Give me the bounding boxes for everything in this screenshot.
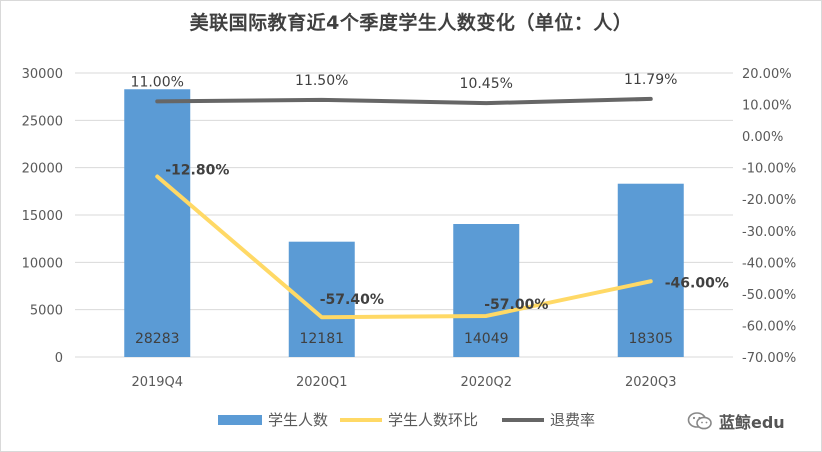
x-axis-tick: 2020Q2: [460, 375, 512, 390]
x-axis-tick: 2020Q1: [296, 375, 348, 390]
legend-item-qoq[interactable]: 学生人数环比: [340, 409, 478, 430]
legend-swatch-qoq: [340, 417, 382, 422]
right-axis-tick: -10.00%: [742, 162, 796, 177]
right-axis-tick: -60.00%: [742, 319, 796, 334]
x-axis-tick: 2020Q3: [625, 375, 677, 390]
right-axis-tick: -40.00%: [742, 256, 796, 271]
qoq-value-label: -57.00%: [484, 297, 548, 313]
x-axis-tick: 2019Q4: [131, 375, 183, 390]
data-labels: 28283 12181 14049 18305 -12.80% -57.40% -57.00…: [131, 72, 729, 347]
bar-value-label: 12181: [299, 331, 344, 347]
qoq-line: [155, 174, 653, 320]
wechat-icon: [687, 412, 712, 430]
refund-value-label: 10.45%: [460, 76, 513, 92]
refund-value-label: 11.00%: [131, 74, 184, 90]
line-series: [155, 96, 653, 320]
legend-label-qoq: 学生人数环比: [388, 411, 479, 429]
left-axis-tick: 25000: [22, 114, 63, 129]
chart-title: 美联国际教育近4个季度学生人数变化（单位：人）: [189, 12, 633, 34]
legend: 学生人数 学生人数环比 退费率: [0, 409, 822, 435]
bar-value-label: 28283: [135, 331, 180, 347]
bar-value-label: 18305: [628, 331, 673, 347]
bar: [124, 89, 191, 357]
left-axis-tick: 5000: [30, 304, 63, 319]
left-axis-tick: 10000: [22, 256, 63, 271]
right-axis-tick: -70.00%: [742, 351, 796, 366]
right-axis-tick: -50.00%: [742, 288, 796, 303]
left-axis-tick: 20000: [22, 162, 63, 177]
qoq-value-label: -57.40%: [320, 292, 384, 308]
refund-value-label: 11.50%: [295, 73, 348, 89]
right-axis-tick: -30.00%: [742, 225, 796, 240]
watermark: 蓝鲸edu: [687, 409, 785, 433]
bar-value-label: 14049: [464, 331, 509, 347]
bar: [617, 183, 684, 357]
legend-label-students: 学生人数: [268, 411, 329, 429]
watermark-text: 蓝鲸edu: [719, 413, 785, 432]
refund-rate-line: [155, 96, 653, 106]
qoq-value-label: -46.00%: [665, 275, 729, 291]
left-axis-tick: 15000: [22, 209, 63, 224]
right-axis-tick: 0.00%: [742, 130, 783, 145]
legend-swatch-students: [218, 414, 262, 425]
legend-swatch-refund: [502, 417, 544, 422]
qoq-value-label: -12.80%: [165, 163, 229, 179]
left-axis-tick: 0: [55, 351, 63, 366]
right-axis-tick: -20.00%: [742, 193, 796, 208]
left-axis-tick: 30000: [22, 67, 63, 82]
bar: [453, 224, 520, 357]
legend-item-refund[interactable]: 退费率: [502, 409, 595, 430]
legend-item-students[interactable]: 学生人数: [218, 409, 328, 430]
right-axis-tick: 10.00%: [742, 99, 792, 114]
right-axis-tick: 20.00%: [742, 67, 792, 82]
legend-label-refund: 退费率: [550, 411, 596, 429]
axis-labels: 0 5000 10000 15000 20000 25000 30000 -70.00% -60…: [22, 67, 797, 390]
refund-value-label: 11.79%: [624, 72, 677, 88]
